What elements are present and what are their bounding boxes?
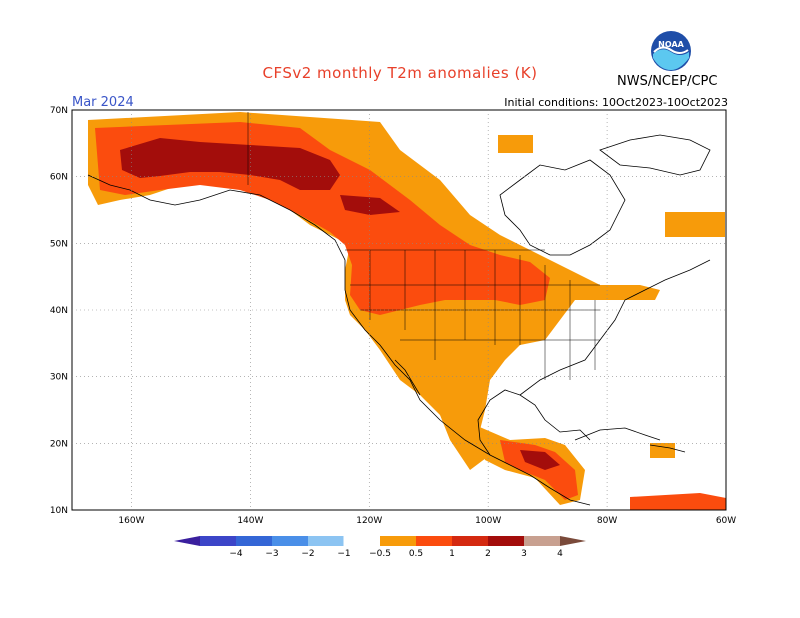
colorbar-arrow-left bbox=[174, 536, 200, 546]
coastlines bbox=[87, 134, 711, 506]
noaa-logo-text: NOAA bbox=[658, 40, 684, 49]
lat-label: 20N bbox=[50, 439, 68, 449]
chart-title: CFSv2 monthly T2m anomalies (K) bbox=[262, 64, 538, 82]
colorbar-label: 1 bbox=[449, 549, 455, 559]
anomaly-region-central-america bbox=[500, 440, 578, 500]
lon-label: 100W bbox=[475, 516, 501, 526]
longitude-labels: 160W 140W 120W 100W 80W 60W bbox=[118, 516, 736, 526]
anomaly-layer bbox=[88, 112, 726, 510]
colorbar-label: 4 bbox=[557, 549, 563, 559]
forecast-month: Mar 2024 bbox=[72, 95, 134, 110]
colorbar-segment bbox=[416, 536, 452, 546]
colorbar-segment bbox=[343, 535, 381, 547]
initial-conditions: Initial conditions: 10Oct2023-10Oct2023 bbox=[504, 96, 728, 109]
colorbar-label: 2 bbox=[485, 549, 491, 559]
anomaly-region-strong-3 bbox=[520, 450, 560, 470]
colorbar-segment bbox=[524, 536, 560, 546]
colorbar-label: −3 bbox=[265, 549, 278, 559]
anomaly-region-south-america bbox=[630, 493, 726, 510]
colorbar-label: −4 bbox=[229, 549, 243, 559]
colorbar-label: −1 bbox=[337, 549, 350, 559]
lat-label: 70N bbox=[50, 106, 68, 116]
lat-label: 50N bbox=[50, 239, 68, 249]
colorbar-label: −2 bbox=[301, 549, 314, 559]
colorbar-segment bbox=[452, 536, 488, 546]
colorbar-label: −0.5 bbox=[369, 549, 391, 559]
lat-label: 30N bbox=[50, 373, 68, 383]
lon-label: 80W bbox=[597, 516, 617, 526]
lon-label: 140W bbox=[237, 516, 263, 526]
lon-label: 160W bbox=[118, 516, 144, 526]
organization-label: NWS/NCEP/CPC bbox=[617, 74, 718, 89]
colorbar-label: 3 bbox=[521, 549, 527, 559]
colorbar-arrow-right bbox=[560, 536, 586, 546]
colorbar-segment bbox=[380, 536, 416, 546]
noaa-logo: NOAA bbox=[651, 31, 691, 71]
anomaly-patch-hudson bbox=[498, 135, 533, 153]
colorbar-label: 0.5 bbox=[409, 549, 423, 559]
colorbar: −4 −3 −2 −1 −0.5 0.5 1 2 3 4 bbox=[174, 535, 586, 559]
lat-label: 10N bbox=[50, 506, 68, 516]
lat-label: 60N bbox=[50, 173, 68, 183]
anomaly-patch-labrador bbox=[665, 212, 725, 237]
anomaly-region-strong bbox=[120, 138, 340, 190]
gridlines bbox=[72, 110, 726, 510]
colorbar-segment bbox=[200, 536, 236, 546]
lat-label: 40N bbox=[50, 306, 68, 316]
anomaly-region-strong-2 bbox=[340, 195, 400, 215]
anomaly-patch-caribbean bbox=[650, 443, 675, 458]
latitude-labels: 70N 60N 50N 40N 30N 20N 10N bbox=[50, 106, 68, 516]
colorbar-segment bbox=[308, 536, 344, 546]
colorbar-segment bbox=[236, 536, 272, 546]
colorbar-segment bbox=[272, 536, 308, 546]
colorbar-segment bbox=[488, 536, 524, 546]
lon-label: 60W bbox=[716, 516, 736, 526]
lon-label: 120W bbox=[356, 516, 382, 526]
